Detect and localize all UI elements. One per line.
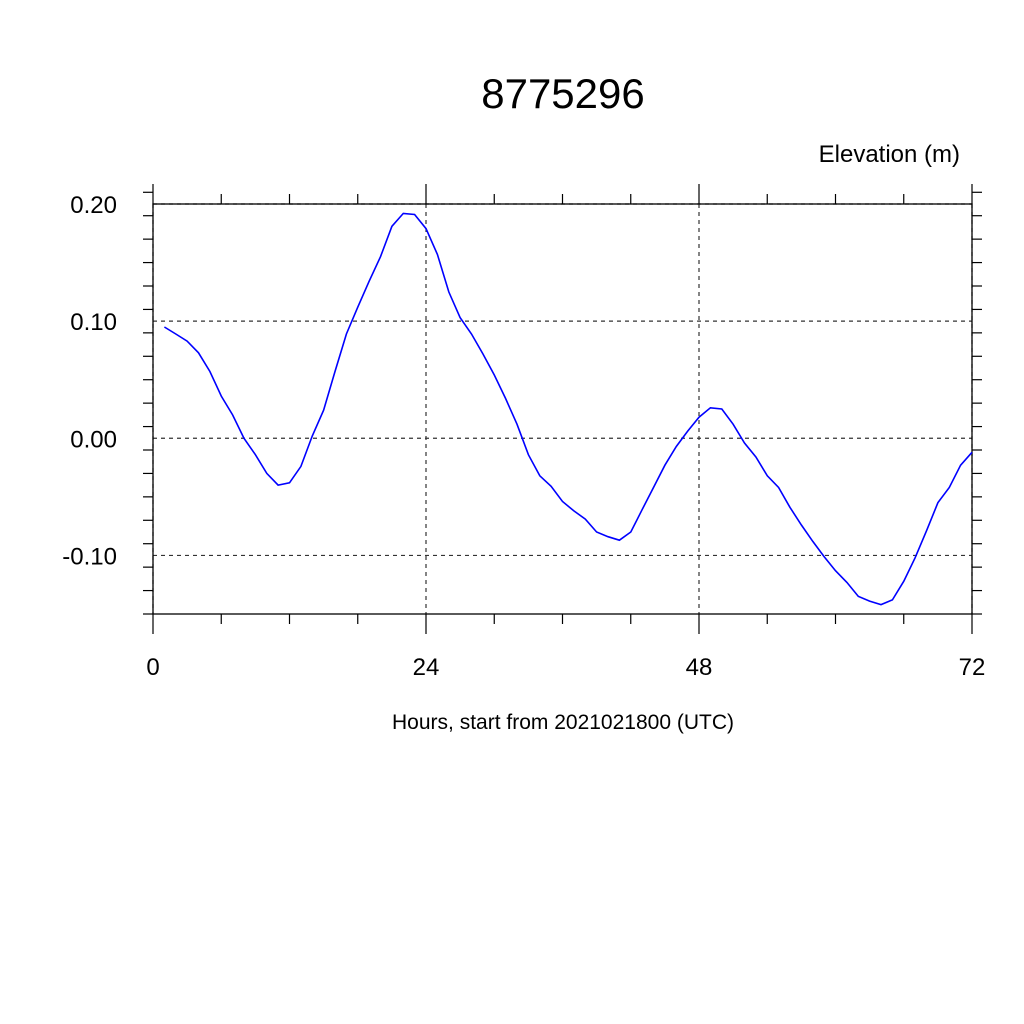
plot-frame bbox=[152, 203, 973, 615]
x-tick-label: 72 bbox=[959, 654, 986, 681]
y-axis-label: Elevation (m) bbox=[819, 141, 960, 168]
grid-lines bbox=[152, 203, 973, 614]
chart-title: 8775296 bbox=[481, 70, 645, 117]
axes bbox=[143, 184, 982, 634]
series-line bbox=[163, 212, 973, 606]
x-tick-label: 24 bbox=[413, 654, 440, 681]
y-tick-label: 0.00 bbox=[70, 426, 117, 453]
tick-labels: 0 24 48 72 -0.10 0.00 0.10 0.20 bbox=[62, 192, 985, 681]
x-tick-label: 48 bbox=[686, 654, 713, 681]
x-tick-label: 0 bbox=[146, 654, 159, 681]
y-tick-label: 0.20 bbox=[70, 192, 117, 219]
y-tick-label: 0.10 bbox=[70, 309, 117, 336]
y-tick-label: -0.10 bbox=[62, 543, 117, 570]
x-axis-label: Hours, start from 2021021800 (UTC) bbox=[392, 711, 734, 734]
